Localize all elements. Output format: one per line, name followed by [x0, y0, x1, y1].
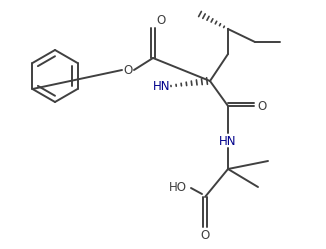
Text: O: O [257, 100, 267, 113]
Text: O: O [123, 63, 133, 76]
Text: HN: HN [153, 79, 170, 92]
Text: HO: HO [169, 181, 187, 193]
Text: O: O [156, 13, 166, 26]
Text: O: O [200, 229, 210, 242]
Text: HN: HN [219, 134, 237, 147]
